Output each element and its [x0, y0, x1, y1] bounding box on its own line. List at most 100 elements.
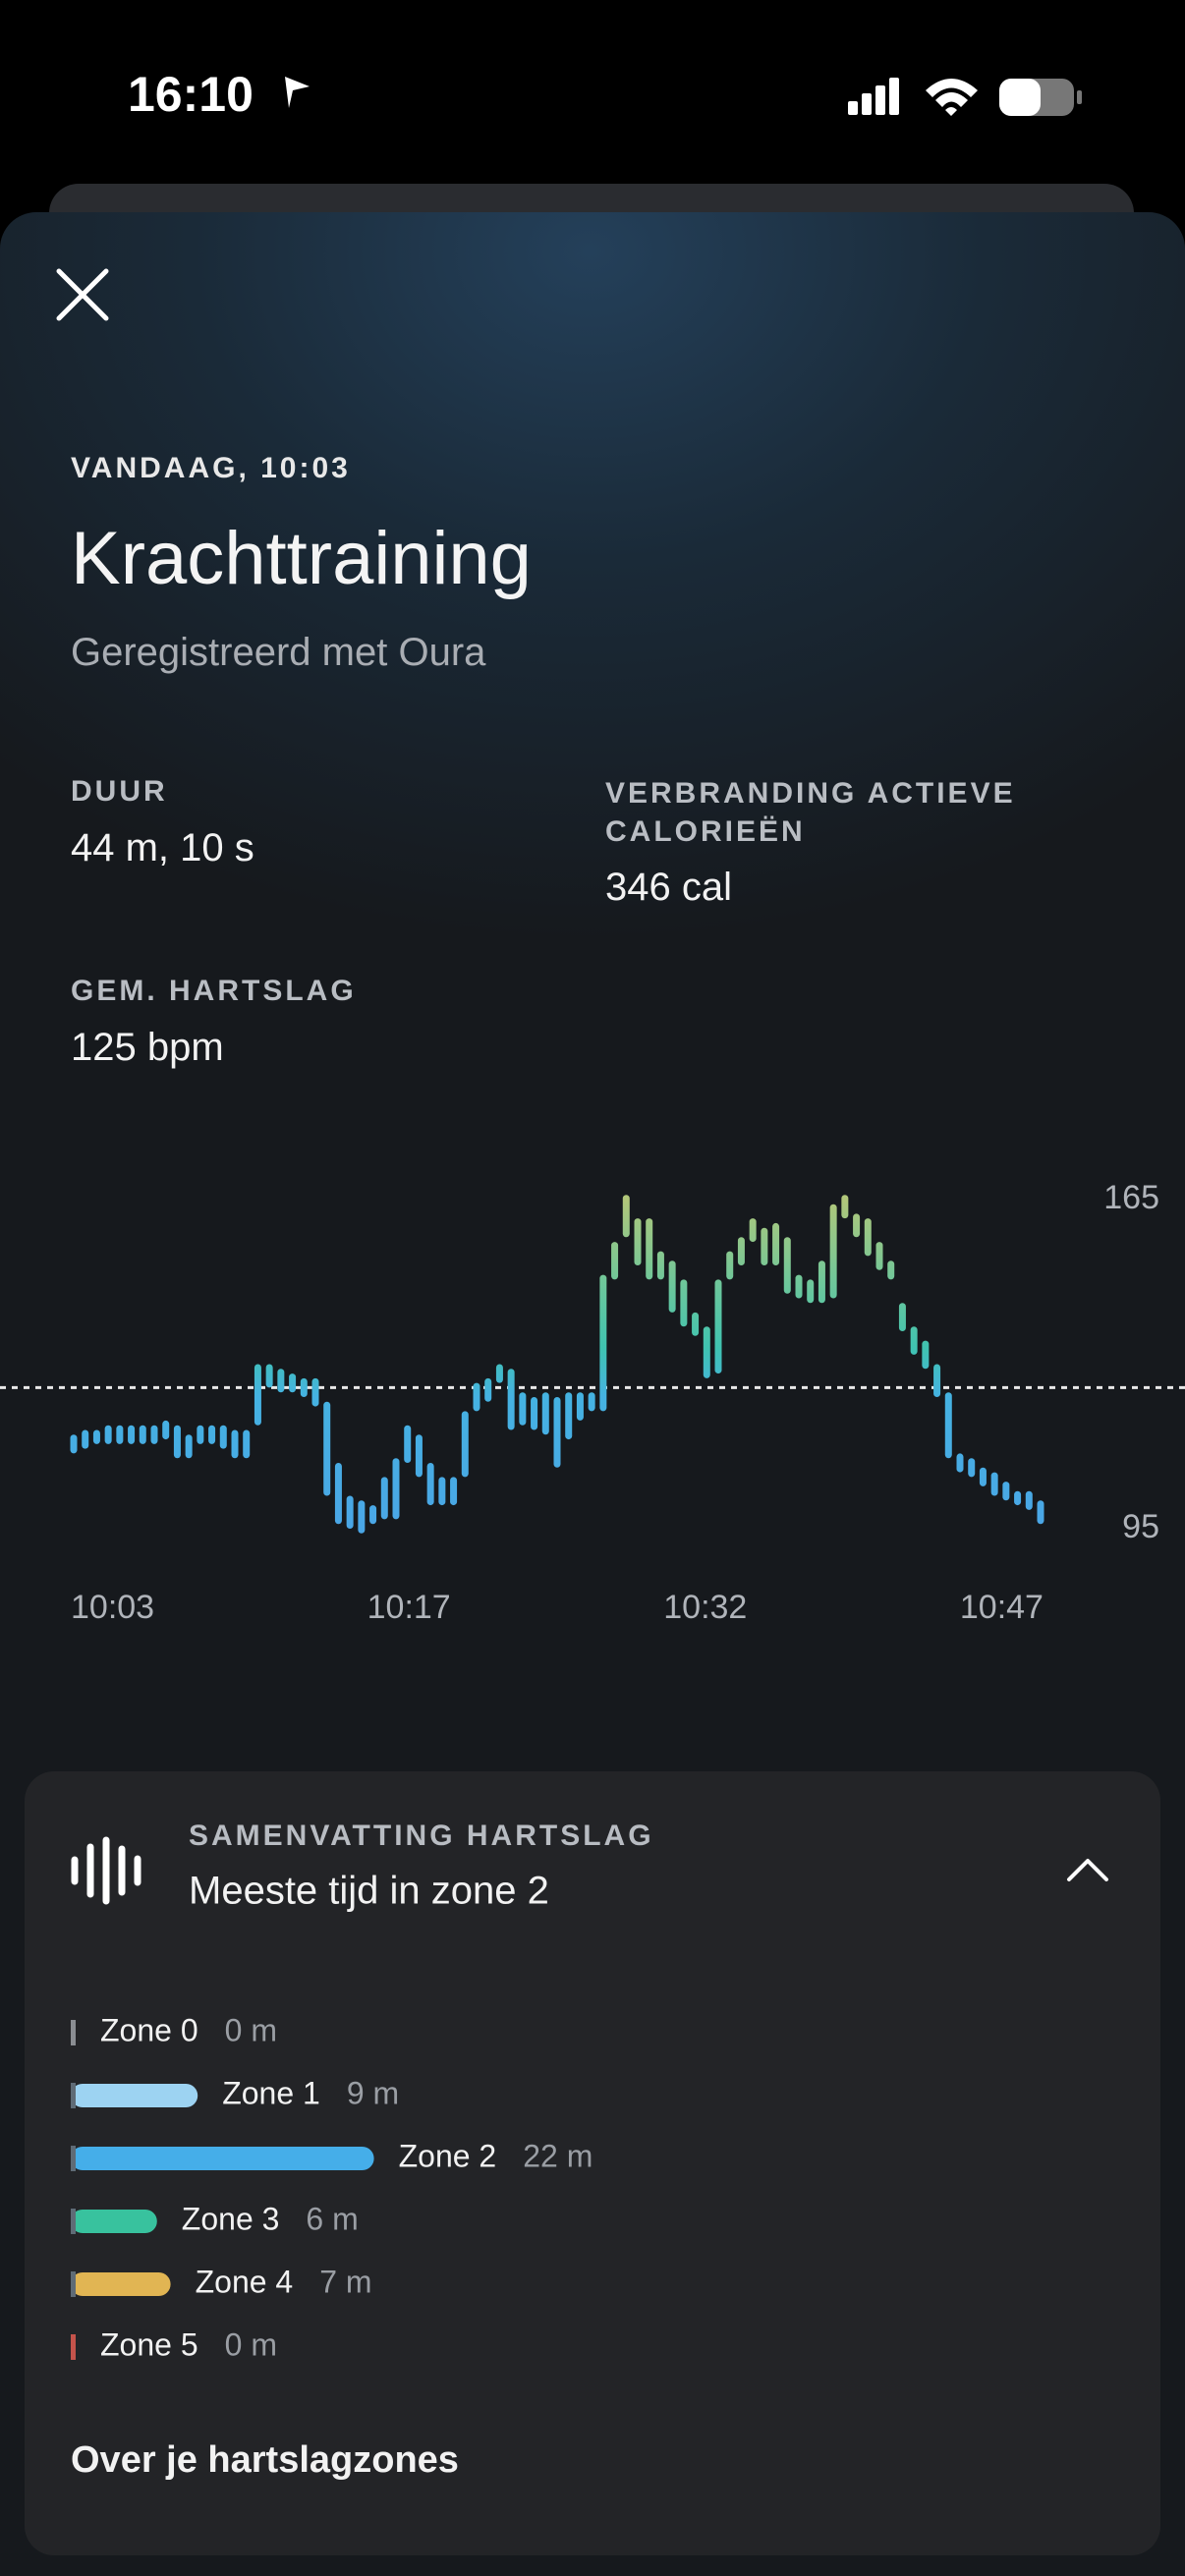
zone-name: Zone 2: [399, 2138, 497, 2173]
status-icons: [285, 77, 1082, 116]
stat-label: DUUR: [71, 775, 168, 808]
zone-duration: 0 m: [225, 2326, 277, 2362]
heart-rate-bar: [979, 1467, 987, 1486]
zone-name: Zone 5: [100, 2326, 198, 2362]
heart-rate-bar: [783, 1237, 791, 1294]
heart-rate-bar: [772, 1222, 780, 1265]
zone-tick: [71, 2146, 76, 2171]
heart-rate-bar: [761, 1227, 768, 1265]
heart-rate-bar: [807, 1279, 815, 1304]
heart-rate-bar: [1014, 1490, 1022, 1506]
heart-rate-bar: [128, 1425, 136, 1444]
heart-rate-bar: [646, 1218, 653, 1280]
heart-rate-bar: [553, 1397, 561, 1468]
heart-rate-bar: [898, 1303, 906, 1331]
heart-rate-bar: [311, 1377, 319, 1407]
heart-rate-bar: [910, 1326, 918, 1355]
x-tick-label: 10:32: [663, 1589, 748, 1626]
heart-rate-bar: [197, 1425, 204, 1444]
heart-rate-bar: [519, 1392, 527, 1426]
heart-rate-bar: [450, 1477, 458, 1506]
status-time: 16:10: [128, 67, 254, 122]
heart-rate-bar: [634, 1218, 642, 1265]
title: Krachttraining: [71, 517, 532, 600]
heart-rate-bar: [576, 1392, 584, 1421]
zone-name: Zone 1: [222, 2075, 320, 2110]
zone-tick: [71, 2334, 76, 2360]
heart-rate-bar: [956, 1453, 964, 1473]
heart-rate-bar: [173, 1425, 181, 1459]
x-axis-labels: 10:03 10:17 10:32 10:47: [71, 1586, 1044, 1629]
close-button[interactable]: [56, 268, 109, 321]
heart-rate-bar: [82, 1429, 89, 1449]
zone-tick: [71, 2020, 76, 2045]
zone-bar: [71, 2210, 157, 2233]
heart-rate-bar: [484, 1377, 492, 1402]
heart-rate-bar: [703, 1326, 710, 1378]
zones-link[interactable]: Over je hartslagzones: [71, 2439, 459, 2481]
date-time: VANDAAG, 10:03: [71, 452, 351, 484]
heart-rate-bar: [611, 1242, 619, 1280]
heart-rate-bar: [668, 1260, 676, 1313]
heart-rate-bar: [1037, 1500, 1044, 1525]
zone-tick: [71, 2209, 76, 2234]
heart-rate-bar: [541, 1392, 549, 1435]
zone-duration: 7 m: [319, 2264, 371, 2299]
x-tick-label: 10:47: [959, 1589, 1044, 1626]
heart-rate-bar: [795, 1274, 803, 1299]
heart-rate-bar: [853, 1213, 861, 1238]
zone-subtitle: Meeste tijd in zone 2: [189, 1870, 549, 1913]
heart-rate-bar: [887, 1260, 895, 1280]
heart-rate-bar: [162, 1420, 170, 1440]
x-tick-label: 10:03: [71, 1589, 155, 1626]
heart-rate-bar: [622, 1195, 630, 1238]
stat-value: 44 m, 10 s: [71, 826, 254, 869]
zone-bar: [71, 2272, 171, 2296]
zone-bar: [71, 2084, 198, 2107]
heart-rate-bar: [680, 1279, 688, 1327]
zone-name: Zone 0: [100, 2012, 198, 2047]
heart-rate-bar: [300, 1377, 308, 1397]
heart-rate-bar: [944, 1392, 952, 1459]
heart-rate-bar: [692, 1312, 700, 1336]
heart-rate-bar: [531, 1397, 538, 1430]
stat-label: GEM. HARTSLAG: [71, 975, 357, 1007]
heart-rate-bar: [426, 1463, 434, 1506]
heart-rate-bar: [219, 1425, 227, 1449]
heart-rate-bar: [254, 1364, 261, 1426]
y-tick-label: 165: [1103, 1179, 1159, 1216]
heart-rate-bar: [473, 1382, 480, 1412]
zone-title: SAMENVATTING HARTSLAG: [189, 1820, 654, 1852]
zone-name: Zone 3: [182, 2201, 280, 2236]
heart-rate-bar: [1002, 1482, 1010, 1501]
heart-rate-bar: [588, 1392, 595, 1412]
heart-rate-bar: [415, 1434, 423, 1478]
collapse-chevron[interactable]: [1067, 1859, 1108, 1881]
heart-rate-bar: [92, 1429, 100, 1444]
heart-rate-bar: [933, 1364, 941, 1397]
heart-rate-bar: [864, 1218, 872, 1257]
zone-tick: [71, 2083, 76, 2108]
zone-duration: 9 m: [347, 2075, 399, 2110]
heart-rate-bar: [277, 1369, 285, 1393]
heart-rate-bar: [243, 1429, 251, 1459]
heart-rate-bar: [829, 1204, 837, 1299]
heart-rate-bar: [185, 1434, 193, 1459]
heart-rate-bar: [369, 1505, 377, 1525]
heart-rate-bar: [495, 1364, 503, 1383]
heart-rate-bar: [289, 1373, 297, 1393]
heart-rate-bar: [714, 1279, 722, 1374]
zone-duration: 22 m: [523, 2138, 592, 2173]
stat-label: VERBRANDING ACTIEVE CALORIEËN: [605, 777, 1016, 848]
heart-rate-bar: [968, 1458, 976, 1478]
stat-value: 346 cal: [605, 866, 732, 909]
heart-rate-bar: [990, 1472, 998, 1496]
x-tick-label: 10:17: [367, 1589, 451, 1626]
heart-rate-bar: [334, 1463, 342, 1525]
heart-rate-bar: [922, 1340, 930, 1370]
zone-duration: 0 m: [225, 2012, 277, 2047]
heart-rate-bar: [726, 1251, 734, 1280]
heart-rate-bar: [104, 1425, 112, 1444]
